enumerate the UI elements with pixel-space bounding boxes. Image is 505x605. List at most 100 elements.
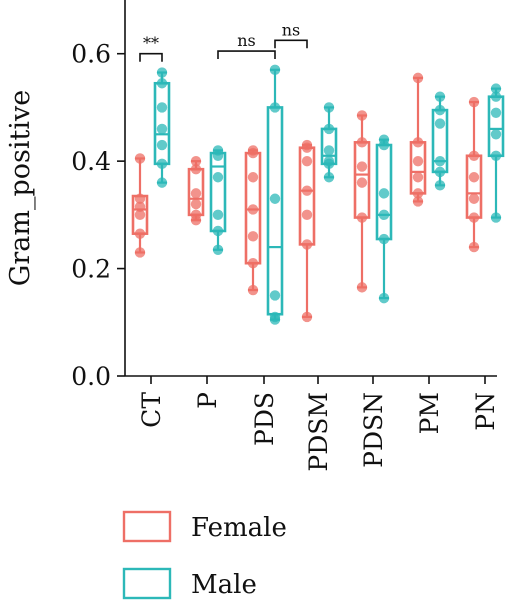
data-point	[301, 155, 313, 167]
data-point	[247, 172, 259, 183]
data-point	[269, 290, 281, 301]
box-male-pm	[431, 91, 449, 191]
significance-bracket	[139, 52, 163, 62]
data-point	[323, 155, 335, 167]
data-point	[190, 209, 202, 221]
data-point	[378, 188, 390, 199]
significance-label: **	[143, 34, 159, 53]
data-point	[301, 185, 313, 196]
data-point	[212, 209, 224, 221]
data-point	[134, 209, 146, 221]
data-point	[468, 150, 480, 161]
data-point	[378, 292, 390, 304]
box-iqr	[153, 81, 171, 166]
data-point	[156, 67, 168, 78]
data-point	[412, 155, 424, 167]
data-point	[412, 196, 424, 207]
data-point	[134, 193, 146, 204]
x-tick-label: PDSN	[359, 392, 388, 468]
box-female-pdsn	[353, 110, 371, 293]
data-point	[490, 83, 502, 94]
significance-label: ns	[237, 31, 256, 50]
data-point	[134, 228, 146, 239]
data-point	[247, 258, 259, 269]
data-point	[247, 231, 259, 242]
data-point	[134, 153, 146, 164]
box-female-pm	[409, 72, 427, 207]
legend: Female Male	[122, 510, 287, 600]
data-point	[269, 64, 281, 76]
data-point	[190, 198, 202, 210]
data-point	[412, 188, 424, 199]
x-tick-label: PDSM	[304, 392, 333, 472]
data-point	[247, 204, 259, 215]
data-point	[269, 102, 281, 113]
y-tick-label: 0.6	[71, 40, 111, 69]
data-point	[490, 150, 502, 161]
data-point	[323, 123, 335, 135]
data-point	[412, 137, 424, 148]
data-point	[356, 137, 368, 148]
data-point	[434, 91, 446, 102]
data-point	[468, 241, 480, 253]
data-point	[269, 193, 281, 204]
data-point	[134, 247, 146, 258]
box-male-pdsm	[320, 102, 338, 183]
data-point	[434, 166, 446, 178]
data-point	[156, 177, 168, 188]
x-tick-label: CT	[137, 392, 166, 428]
data-point	[156, 102, 168, 113]
data-point	[378, 134, 390, 145]
data-point	[190, 155, 202, 167]
y-tick-label: 0.4	[71, 147, 111, 176]
data-point	[356, 177, 368, 188]
data-point	[434, 118, 446, 129]
data-point	[190, 188, 202, 199]
data-point	[468, 212, 480, 223]
y-tick-label: 0.2	[71, 255, 111, 284]
data-point	[269, 311, 281, 323]
legend-label-male: Male	[191, 570, 257, 600]
data-point	[247, 284, 259, 296]
data-point	[156, 123, 168, 135]
box-male-pds	[266, 64, 284, 325]
box-male-pn	[487, 83, 505, 223]
box-female-p	[187, 155, 205, 226]
data-point	[490, 107, 502, 119]
box-iqr	[465, 154, 483, 219]
data-point	[323, 172, 335, 183]
significance-bracket	[274, 39, 308, 49]
data-point	[468, 193, 480, 204]
legend-swatch-female	[122, 510, 172, 543]
x-tick-label: PN	[471, 392, 500, 431]
data-point	[323, 145, 335, 156]
data-point	[434, 155, 446, 167]
data-point	[490, 212, 502, 223]
data-point	[490, 129, 502, 140]
x-tick-label: P	[193, 392, 222, 409]
data-point	[356, 110, 368, 121]
box-iqr	[487, 95, 505, 158]
y-axis-label: Gram_positive	[5, 90, 36, 286]
box-iqr	[266, 106, 284, 316]
data-point	[378, 233, 390, 245]
data-point	[356, 212, 368, 223]
plot-area: 0.0 0.2 0.4 0.6 CT P PDS PDSM PDSN PM PN ** ns ns	[71, 0, 505, 472]
data-point	[212, 172, 224, 183]
data-point	[490, 91, 502, 102]
data-point	[156, 78, 168, 89]
x-tick-label: PDS	[250, 392, 279, 446]
box-male-ct	[153, 67, 171, 188]
data-point	[434, 104, 446, 116]
data-point	[212, 244, 224, 255]
data-point	[212, 225, 224, 237]
significance-bracket	[217, 50, 276, 60]
box-female-pds	[244, 145, 262, 296]
box-male-p	[209, 145, 227, 255]
data-point	[301, 139, 313, 151]
data-point	[412, 172, 424, 183]
box-male-pdsn	[375, 134, 393, 304]
box-female-pn	[465, 96, 483, 253]
data-point	[247, 145, 259, 156]
